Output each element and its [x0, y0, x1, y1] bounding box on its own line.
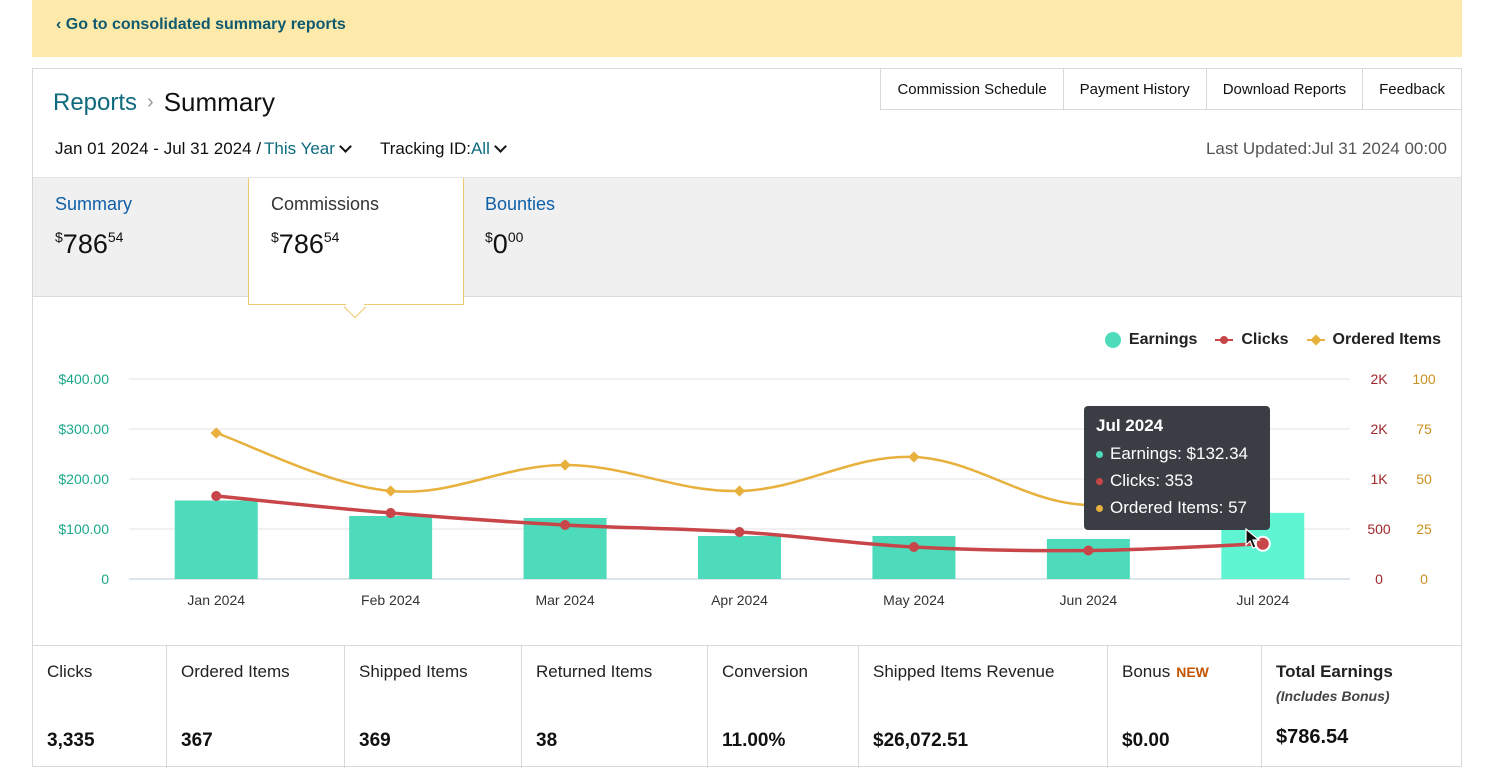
consolidated-reports-banner: ‹ Go to consolidated summary reports — [32, 0, 1462, 57]
stat-bonus-value: $0.00 — [1122, 730, 1170, 751]
breadcrumb-separator: › — [147, 91, 154, 113]
earnings-legend-marker — [1104, 332, 1121, 348]
ordered-items-point — [908, 451, 920, 463]
feedback-tab[interactable]: Feedback — [1362, 68, 1462, 110]
page-title: Summary — [163, 87, 275, 117]
stat-returned-items-value: 38 — [536, 730, 558, 751]
chart-legend: Earnings Clicks Ordered Items — [1087, 331, 1441, 349]
stat-conversion-value: 11.00% — [722, 730, 786, 751]
x-tick-label: Jul 2024 — [1236, 592, 1289, 608]
report-nav-tabs: Commission Schedule Payment History Down… — [880, 68, 1462, 110]
stat-total-earnings-value: $786.54 — [1276, 726, 1349, 748]
kpi-commissions-tab[interactable]: Commissions $78654 — [248, 178, 464, 305]
stat-ordered-items-value: 367 — [181, 730, 213, 751]
y-left-tick-label: $400.00 — [58, 371, 109, 387]
stat-shipped-items: Shipped Items 369 — [345, 646, 522, 768]
legend-clicks[interactable]: Clicks — [1215, 331, 1289, 349]
clicks-legend-marker — [1215, 336, 1234, 344]
x-tick-label: Mar 2024 — [535, 592, 594, 608]
date-range-text: Jan 01 2024 - Jul 31 2024 / — [55, 139, 262, 158]
period-dropdown[interactable]: This Year — [264, 139, 335, 158]
clicks-point — [385, 508, 396, 518]
stat-returned-items: Returned Items 38 — [522, 646, 708, 768]
report-filters: Jan 01 2024 - Jul 31 2024 / This Year Tr… — [55, 139, 513, 159]
kpi-summary-tab[interactable]: Summary $78654 — [33, 178, 247, 298]
stat-shipped-revenue: Shipped Items Revenue $26,072.51 — [859, 646, 1108, 768]
y-right-items-tick-label: 100 — [1412, 371, 1436, 387]
last-updated-text: Last Updated:Jul 31 2024 00:00 — [1205, 139, 1447, 158]
chevron-down-icon[interactable] — [339, 140, 352, 153]
earnings-bar[interactable] — [349, 516, 433, 579]
y-right-clicks-tick-label: 2K — [1370, 371, 1388, 387]
legend-ordered-items[interactable]: Ordered Items — [1306, 331, 1441, 349]
consolidated-reports-link[interactable]: ‹ Go to consolidated summary reports — [56, 16, 346, 33]
x-tick-label: Jan 2024 — [187, 592, 245, 608]
earnings-bar[interactable] — [698, 536, 781, 579]
y-right-items-tick-label: 75 — [1416, 421, 1432, 437]
y-right-items-tick-label: 0 — [1420, 571, 1428, 587]
stat-shipped-revenue-value: $26,072.51 — [873, 730, 969, 751]
x-tick-label: May 2024 — [883, 592, 945, 608]
kpi-bounties-tab[interactable]: Bounties $000 — [463, 178, 677, 298]
y-right-items-tick-label: 25 — [1416, 521, 1432, 537]
clicks-point — [908, 542, 919, 552]
stat-ordered-items: Ordered Items 367 — [167, 646, 345, 768]
kpi-bounties-label: Bounties — [485, 194, 556, 214]
tooltip-ordered-items: Ordered Items: 57 — [1096, 498, 1258, 518]
chart-plot[interactable]: 0 0 0 $100.00 500 25 $200.00 1K 50 $300.00 2K 75 $40… — [33, 307, 1461, 642]
stat-conversion: Conversion 11.00% — [708, 646, 859, 768]
ordered-items-legend-marker — [1306, 339, 1325, 341]
y-left-tick-label: $300.00 — [58, 421, 109, 437]
breadcrumb-reports-link[interactable]: Reports — [53, 88, 138, 116]
tooltip-clicks: Clicks: 353 — [1096, 471, 1258, 491]
report-card: Commission Schedule Payment History Down… — [32, 68, 1462, 768]
ordered-items-point — [733, 485, 746, 497]
kpi-summary-label: Summary — [55, 194, 133, 214]
y-left-tick-label: $100.00 — [58, 521, 109, 537]
tracking-id-label: Tracking ID: — [379, 139, 471, 158]
y-right-clicks-tick-label: 2K — [1370, 421, 1388, 437]
mouse-cursor-icon — [1245, 528, 1261, 549]
commission-schedule-tab[interactable]: Commission Schedule — [880, 68, 1064, 110]
y-right-clicks-tick-label: 500 — [1367, 521, 1391, 537]
x-tick-label: Feb 2024 — [361, 592, 420, 608]
stats-table: Clicks 3,335 Ordered Items 367 Shipped I… — [33, 645, 1461, 768]
earnings-bar[interactable] — [1046, 539, 1130, 579]
stat-total-earnings: Total Earnings (Includes Bonus) $786.54 — [1276, 662, 1393, 748]
download-reports-tab[interactable]: Download Reports — [1205, 68, 1364, 110]
stat-clicks: Clicks 3,335 — [33, 646, 167, 768]
y-right-clicks-tick-label: 0 — [1375, 571, 1383, 587]
clicks-point — [560, 520, 571, 530]
kpi-strip: Summary $78654 Commissions $78654 Bounti… — [33, 177, 1461, 305]
clicks-point — [1083, 545, 1094, 556]
kpi-commissions-label: Commissions — [271, 194, 380, 214]
tooltip-earnings: Earnings: $132.34 — [1096, 444, 1258, 464]
legend-earnings[interactable]: Earnings — [1104, 331, 1197, 349]
ordered-items-point — [559, 459, 571, 471]
clicks-point — [211, 491, 222, 501]
stat-bonus: Bonus NEW $0.00 — [1108, 646, 1262, 768]
kpi-bounties-value: $000 — [485, 229, 524, 259]
payment-history-tab[interactable]: Payment History — [1062, 68, 1207, 110]
earnings-bar[interactable] — [174, 500, 258, 580]
stat-clicks-value: 3,335 — [47, 730, 95, 751]
ordered-items-point — [384, 485, 397, 497]
y-left-tick-label: $200.00 — [58, 471, 109, 487]
breadcrumb: Reports › Summary — [53, 87, 275, 118]
clicks-point — [734, 527, 745, 537]
tracking-id-dropdown[interactable]: All — [470, 139, 490, 158]
chevron-down-icon[interactable] — [493, 140, 507, 153]
kpi-summary-value: $78654 — [55, 229, 124, 259]
y-right-clicks-tick-label: 1K — [1370, 471, 1388, 487]
kpi-commissions-value: $78654 — [271, 229, 340, 259]
stat-shipped-items-value: 369 — [359, 730, 391, 751]
x-tick-label: Apr 2024 — [711, 592, 768, 608]
y-right-items-tick-label: 50 — [1416, 471, 1432, 487]
chart-tooltip: Jul 2024 Earnings: $132.34 Clicks: 353 O… — [1084, 406, 1270, 530]
x-tick-label: Jun 2024 — [1060, 592, 1118, 608]
tooltip-title: Jul 2024 — [1096, 416, 1164, 435]
new-badge: NEW — [1176, 664, 1209, 680]
y-left-tick-label: 0 — [101, 571, 109, 587]
earnings-chart: Earnings Clicks Ordered Items 0 0 0 $100.00… — [33, 307, 1461, 642]
